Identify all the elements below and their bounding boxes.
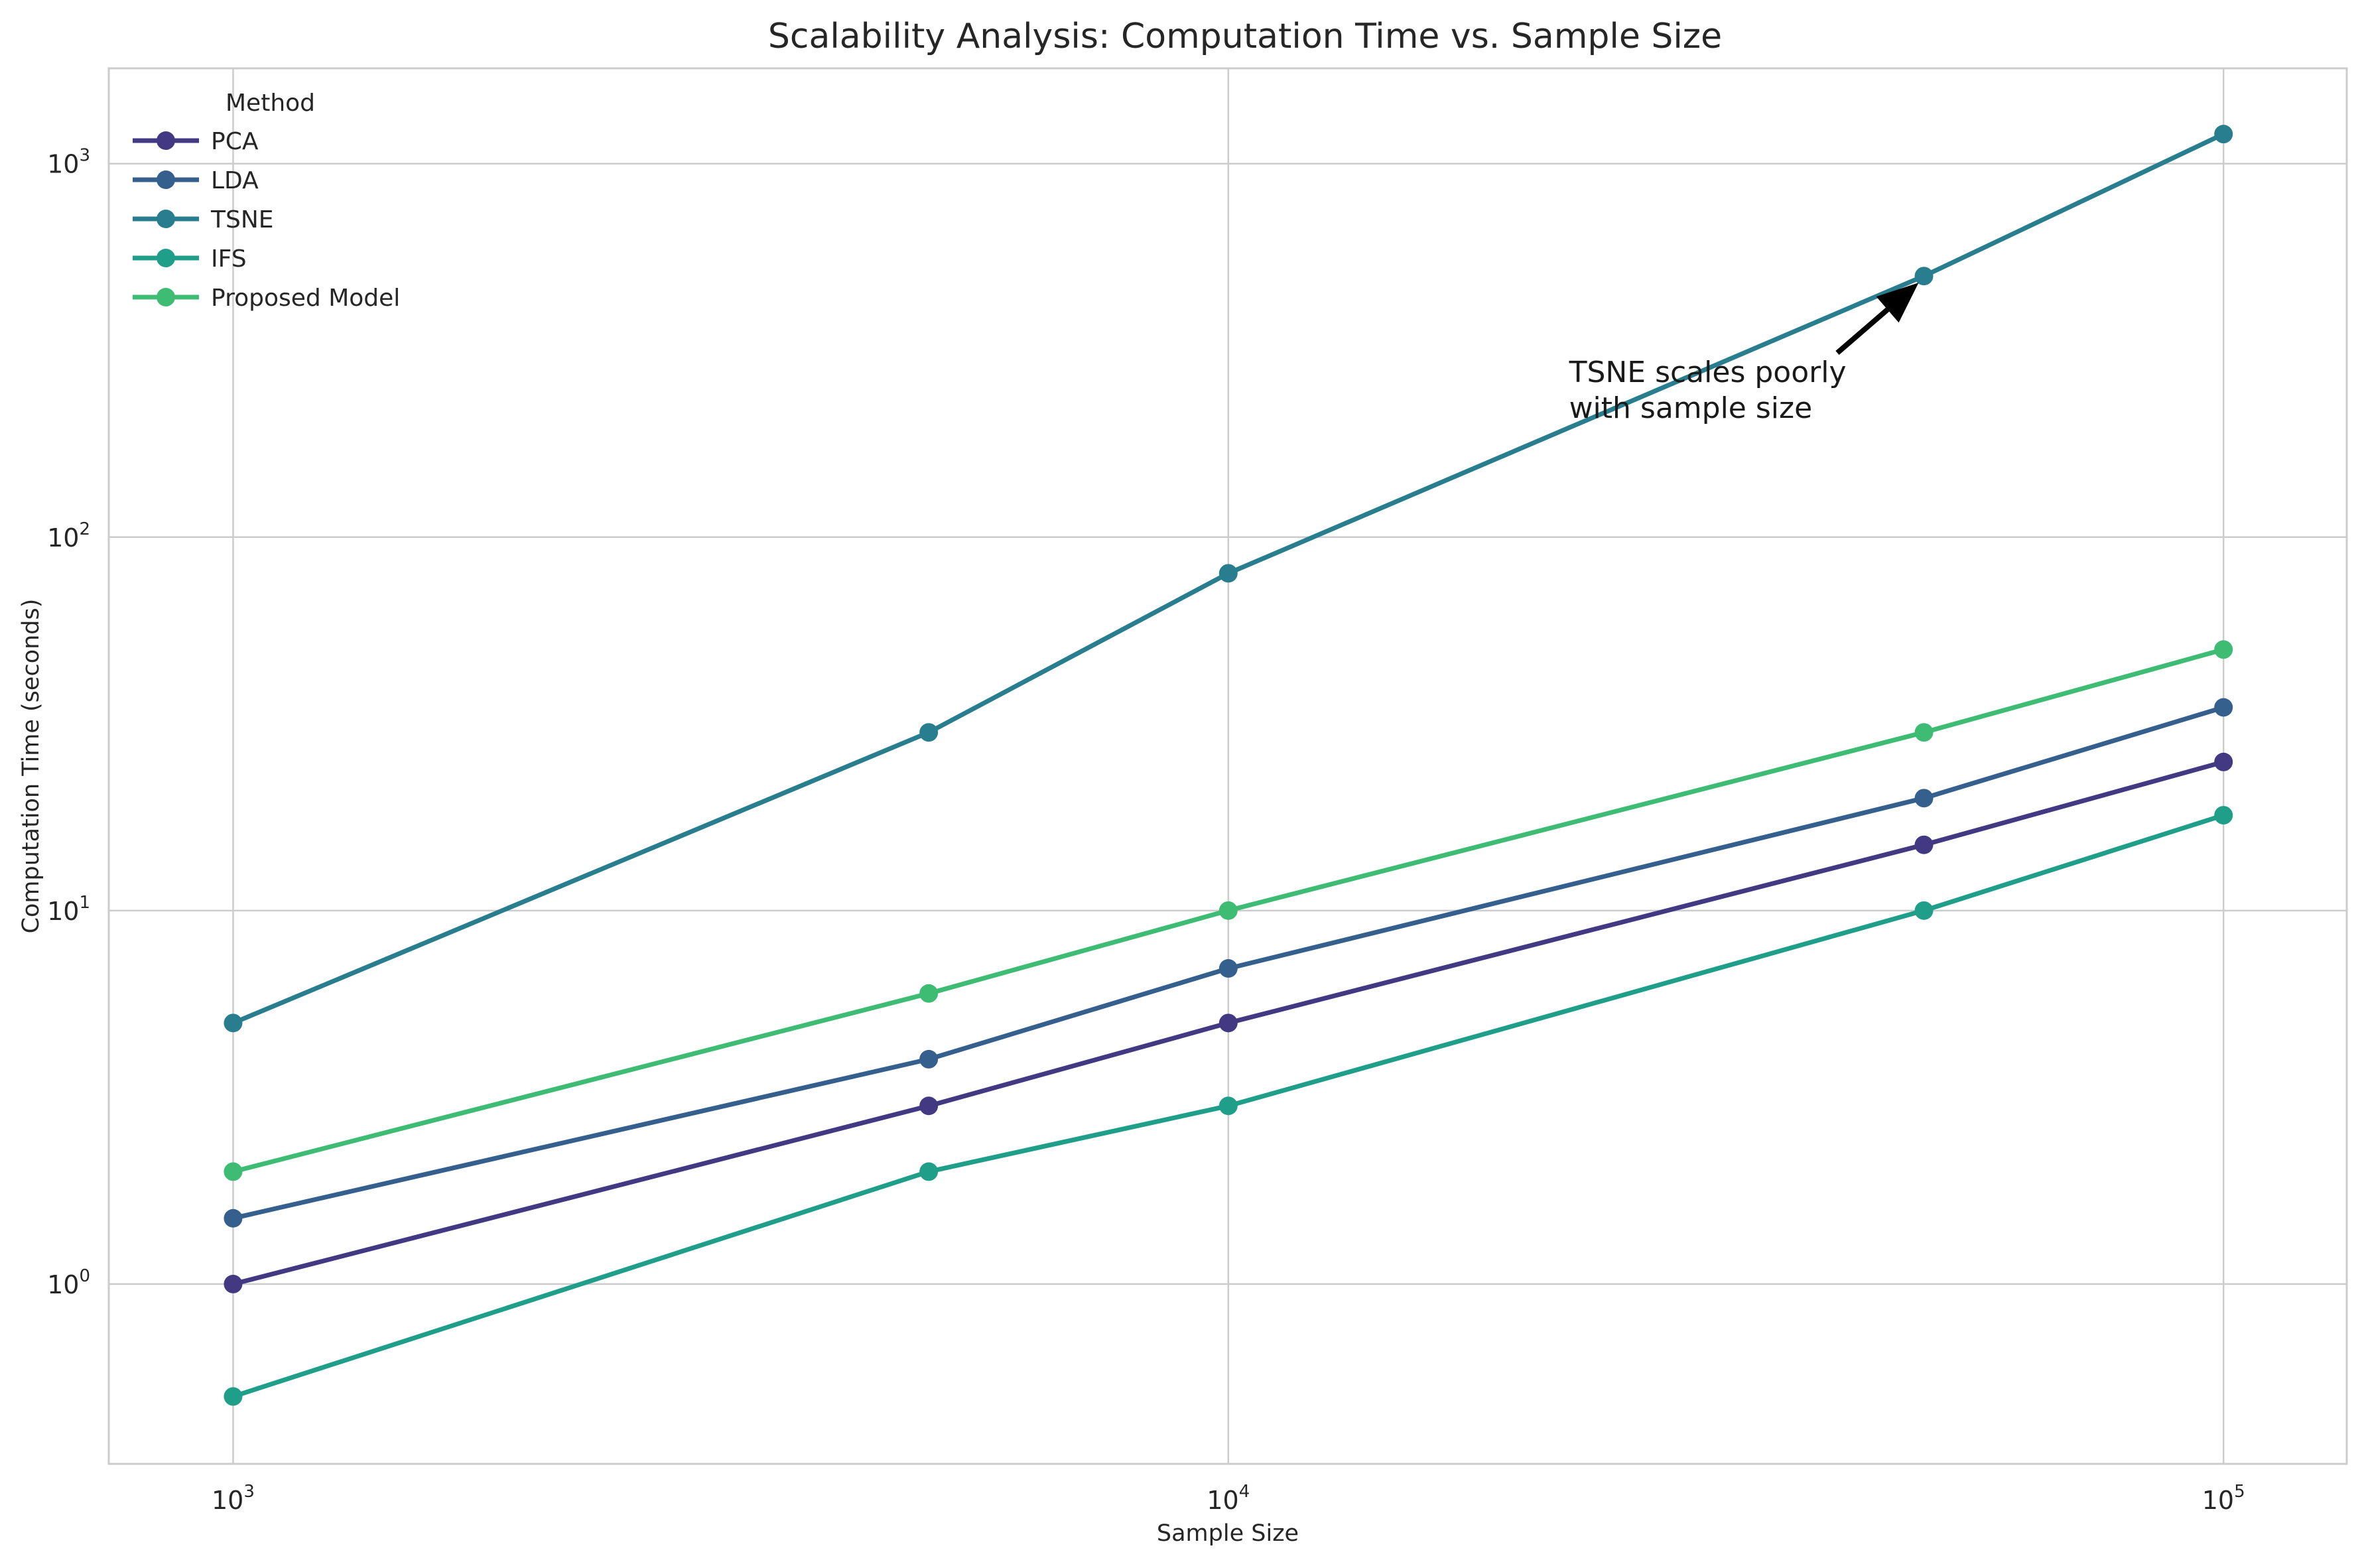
data-point-lda-0 xyxy=(224,1209,243,1228)
legend-item-pca: PCA xyxy=(133,128,259,155)
x-tick-base-2: 10 xyxy=(2202,1486,2234,1515)
data-point-lda-2 xyxy=(1218,959,1238,978)
data-point-pca-1 xyxy=(919,1096,939,1116)
series-ifs xyxy=(224,806,2233,1406)
legend-item-proposed-model: Proposed Model xyxy=(133,285,400,312)
y-tick-label-2: 102 xyxy=(47,519,90,553)
data-point-pca-2 xyxy=(1218,1013,1238,1033)
annotation-line-0-1: with sample size xyxy=(1569,391,1813,425)
x-tick-exp-2: 5 xyxy=(2234,1482,2245,1502)
data-point-pca-0 xyxy=(224,1274,243,1293)
legend: Method PCA LDA TSNE IFS Proposed Model xyxy=(133,90,400,312)
x-axis-label: Sample Size xyxy=(1157,1520,1299,1547)
series-tsne xyxy=(224,125,2233,1033)
legend-item-ifs: IFS xyxy=(133,245,247,273)
data-point-proposed-model-3 xyxy=(1914,723,1934,742)
y-tick-label-3: 103 xyxy=(47,146,90,179)
annotation-text-0: TSNE scales poorly with sample size xyxy=(1569,356,1847,425)
annotation: TSNE scales poorly with sample size xyxy=(1569,283,1919,425)
legend-item-tsne: TSNE xyxy=(133,206,274,233)
data-point-ifs-2 xyxy=(1218,1096,1238,1116)
series-lda xyxy=(224,698,2233,1228)
data-point-tsne-2 xyxy=(1218,564,1238,583)
legend-swatch-marker-proposed-model xyxy=(157,288,175,306)
y-tick-base-3: 10 xyxy=(47,150,79,179)
annotation-arrow-head-0 xyxy=(1876,283,1919,323)
series-proposed-model xyxy=(224,640,2233,1181)
plot-frame xyxy=(107,67,2348,1465)
y-tick-exp-0: 0 xyxy=(79,1266,90,1286)
y-tick-exp-1: 1 xyxy=(79,893,90,913)
legend-swatch-marker-pca xyxy=(157,131,175,150)
annotation-arrow-shaft-0 xyxy=(1835,307,1890,356)
y-tick-base-0: 10 xyxy=(47,1270,79,1299)
legend-label-lda: LDA xyxy=(211,167,259,194)
data-point-proposed-model-1 xyxy=(919,984,939,1003)
data-point-tsne-1 xyxy=(919,723,939,742)
data-point-tsne-3 xyxy=(1914,267,1934,286)
legend-label-ifs: IFS xyxy=(211,245,247,273)
x-tick-labels: 103 104 105 xyxy=(212,1482,2245,1515)
data-point-pca-3 xyxy=(1914,835,1934,854)
data-point-lda-1 xyxy=(919,1049,939,1069)
y-tick-exp-3: 3 xyxy=(79,146,90,166)
data-point-tsne-4 xyxy=(2214,125,2233,144)
x-tick-exp-0: 3 xyxy=(243,1482,255,1502)
grid-lines xyxy=(109,68,2347,1464)
data-point-tsne-0 xyxy=(224,1013,243,1033)
y-tick-base-2: 10 xyxy=(47,523,79,553)
x-tick-label-1: 104 xyxy=(1207,1482,1250,1515)
y-axis-label: Computation Time (seconds) xyxy=(18,599,44,934)
data-point-ifs-1 xyxy=(919,1162,939,1181)
legend-label-pca: PCA xyxy=(211,128,259,155)
data-point-lda-3 xyxy=(1914,789,1934,808)
data-point-proposed-model-4 xyxy=(2214,640,2233,659)
legend-swatch-marker-lda xyxy=(157,170,175,189)
legend-title: Method xyxy=(226,90,315,117)
y-tick-label-0: 100 xyxy=(47,1266,90,1299)
data-point-proposed-model-0 xyxy=(224,1162,243,1181)
series-lines xyxy=(224,125,2233,1406)
legend-swatch-marker-ifs xyxy=(157,249,175,267)
legend-swatch-marker-tsne xyxy=(157,210,175,228)
series-pca xyxy=(224,752,2233,1293)
legend-label-tsne: TSNE xyxy=(210,206,274,233)
chart-title: Scalability Analysis: Computation Time v… xyxy=(768,17,1722,56)
x-tick-exp-1: 4 xyxy=(1239,1482,1250,1502)
legend-item-lda: LDA xyxy=(133,167,259,194)
data-point-ifs-4 xyxy=(2214,806,2233,825)
data-point-pca-4 xyxy=(2214,752,2233,771)
x-tick-label-2: 105 xyxy=(2202,1482,2245,1515)
data-point-lda-4 xyxy=(2214,698,2233,717)
legend-label-proposed-model: Proposed Model xyxy=(211,285,400,312)
annotation-line-0-0: TSNE scales poorly xyxy=(1569,356,1847,389)
data-point-proposed-model-2 xyxy=(1218,901,1238,920)
y-tick-base-1: 10 xyxy=(47,897,79,926)
x-tick-base-0: 10 xyxy=(212,1486,243,1515)
data-point-ifs-3 xyxy=(1914,901,1934,920)
y-tick-exp-2: 2 xyxy=(79,519,90,539)
x-tick-base-1: 10 xyxy=(1207,1486,1238,1515)
data-point-ifs-0 xyxy=(224,1387,243,1406)
y-tick-label-1: 101 xyxy=(47,893,90,926)
x-tick-label-0: 103 xyxy=(212,1482,255,1515)
